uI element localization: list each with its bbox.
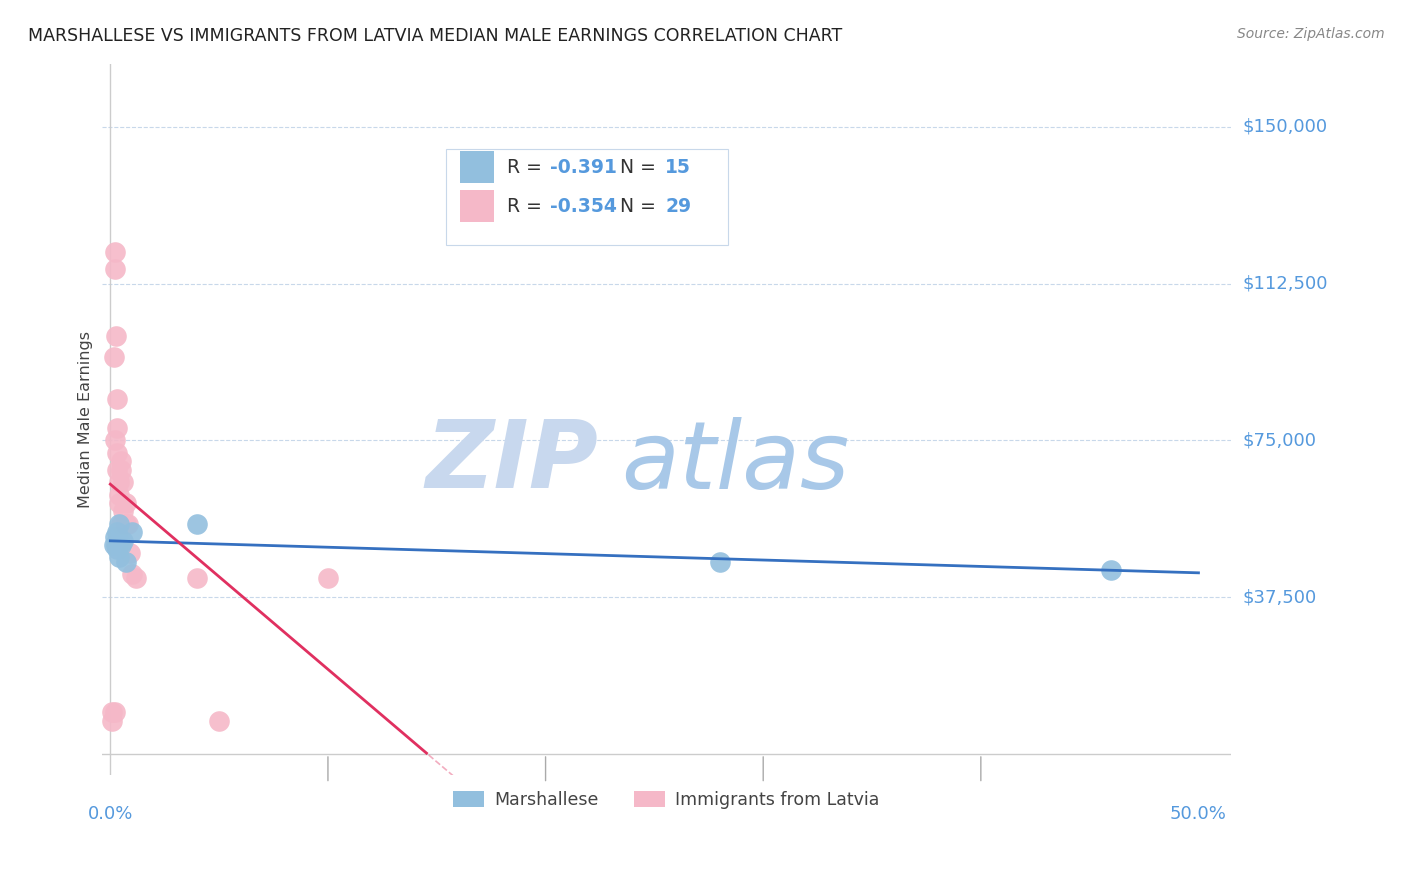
Bar xyxy=(460,190,494,222)
Text: $75,000: $75,000 xyxy=(1243,432,1316,450)
Text: $150,000: $150,000 xyxy=(1243,118,1327,136)
Point xyxy=(110,454,132,468)
Text: MARSHALLESE VS IMMIGRANTS FROM LATVIA MEDIAN MALE EARNINGS CORRELATION CHART: MARSHALLESE VS IMMIGRANTS FROM LATVIA ME… xyxy=(28,27,842,45)
Point xyxy=(104,434,127,448)
Text: 15: 15 xyxy=(665,158,692,177)
Point xyxy=(1099,563,1122,577)
Point xyxy=(104,245,127,260)
Point xyxy=(316,571,339,585)
Point xyxy=(112,475,135,490)
Text: N =: N = xyxy=(620,158,662,177)
Point xyxy=(101,714,124,728)
Text: 50.0%: 50.0% xyxy=(1170,805,1227,823)
Point xyxy=(103,350,125,364)
Point xyxy=(110,463,132,477)
Point xyxy=(108,488,131,502)
Point xyxy=(108,550,131,565)
Text: atlas: atlas xyxy=(621,417,849,508)
Point xyxy=(125,571,148,585)
Point xyxy=(104,262,127,277)
Point xyxy=(114,555,136,569)
Text: 29: 29 xyxy=(665,197,692,216)
Text: -0.354: -0.354 xyxy=(550,197,617,216)
Point xyxy=(105,542,128,557)
Text: ZIP: ZIP xyxy=(426,417,599,508)
Text: R =: R = xyxy=(508,197,548,216)
Point xyxy=(114,496,136,510)
Point xyxy=(118,546,141,560)
Point xyxy=(105,392,128,406)
Point xyxy=(105,421,128,435)
Point xyxy=(110,516,132,531)
Text: N =: N = xyxy=(620,197,662,216)
Point xyxy=(117,516,139,531)
Point xyxy=(108,496,131,510)
Point xyxy=(208,714,231,728)
Point xyxy=(121,567,143,582)
Point xyxy=(112,504,135,518)
Point xyxy=(186,571,208,585)
FancyBboxPatch shape xyxy=(446,149,728,245)
Point xyxy=(114,516,136,531)
Point xyxy=(103,538,125,552)
Legend: Marshallese, Immigrants from Latvia: Marshallese, Immigrants from Latvia xyxy=(446,784,887,816)
Text: Source: ZipAtlas.com: Source: ZipAtlas.com xyxy=(1237,27,1385,41)
Point xyxy=(121,525,143,540)
Text: -0.391: -0.391 xyxy=(550,158,617,177)
Point xyxy=(186,516,208,531)
Point xyxy=(107,533,129,548)
Point xyxy=(104,530,127,544)
Point xyxy=(108,516,131,531)
Point xyxy=(104,538,127,552)
Bar xyxy=(460,151,494,183)
Point xyxy=(105,463,128,477)
Point xyxy=(108,475,131,490)
Text: 0.0%: 0.0% xyxy=(87,805,134,823)
Point xyxy=(104,329,127,343)
Point xyxy=(110,538,132,552)
Point xyxy=(709,555,731,569)
Point xyxy=(101,705,124,719)
Text: R =: R = xyxy=(508,158,548,177)
Point xyxy=(105,525,128,540)
Point xyxy=(112,533,135,548)
Text: $112,500: $112,500 xyxy=(1243,275,1327,293)
Text: $37,500: $37,500 xyxy=(1243,588,1316,607)
Point xyxy=(104,705,127,719)
Point xyxy=(105,446,128,460)
Y-axis label: Median Male Earnings: Median Male Earnings xyxy=(79,331,93,508)
